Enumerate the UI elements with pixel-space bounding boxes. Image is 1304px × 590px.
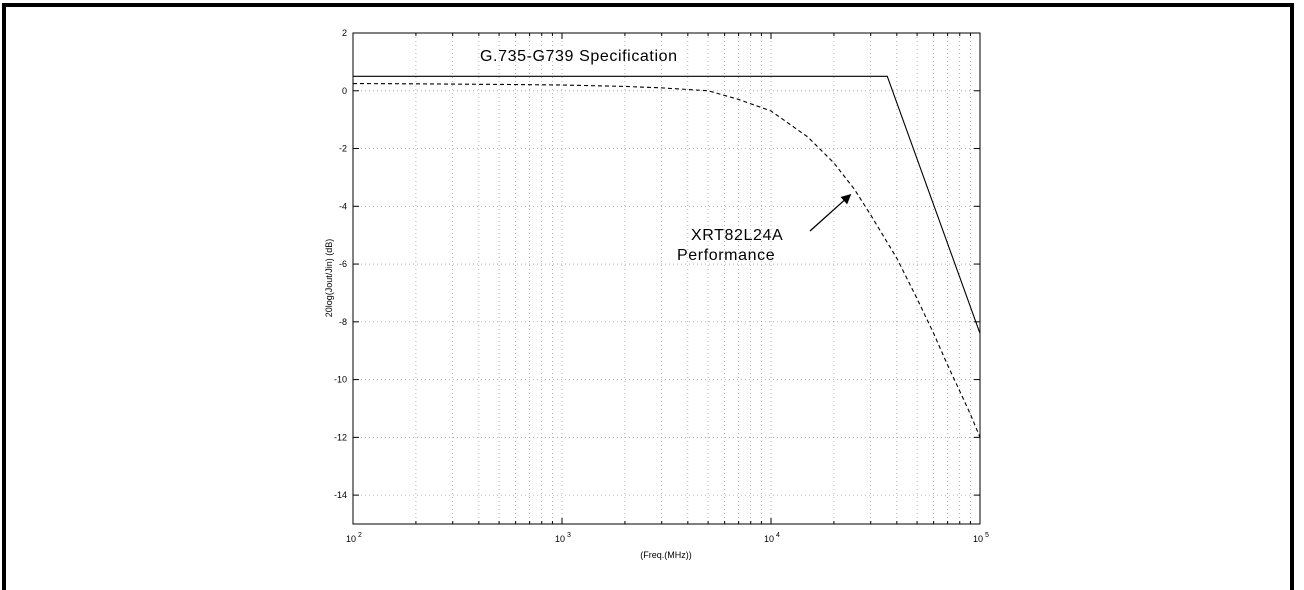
performance-annotation-line1: XRT82L24A <box>691 227 783 244</box>
figure-frame <box>2 3 1294 590</box>
specification-curve <box>353 75 981 334</box>
y-tick-label: -4 <box>339 201 347 211</box>
spec-annotation: G.735-G739 Specification <box>480 48 678 65</box>
plot-area-border <box>352 32 981 525</box>
x-axis-label: (Freq.(MHz)) <box>640 550 692 560</box>
x-tick-label: 10 3 <box>555 532 571 544</box>
y-tick-label: 0 <box>342 86 347 96</box>
svg-text:10: 10 <box>555 534 565 544</box>
svg-text:10: 10 <box>346 534 356 544</box>
y-tick-label: -10 <box>334 375 347 385</box>
y-tick-label: -12 <box>334 432 347 442</box>
x-tick-label: 10 5 <box>973 532 989 544</box>
y-tick-label: -2 <box>339 144 347 154</box>
svg-text:10: 10 <box>764 534 774 544</box>
svg-text:2: 2 <box>358 532 362 539</box>
y-axis-label: 20log(Jout/Jin) (dB) <box>324 239 334 318</box>
y-tick-label: 2 <box>342 28 347 38</box>
grid <box>353 33 980 524</box>
svg-text:3: 3 <box>567 532 571 539</box>
x-tick-label: 10 4 <box>764 532 780 544</box>
svg-text:10: 10 <box>973 534 983 544</box>
y-tick-label: -6 <box>339 259 347 269</box>
series <box>352 75 981 438</box>
performance-curve <box>352 82 981 438</box>
y-tick-label: -14 <box>334 490 347 500</box>
performance-annotation-line2: Performance <box>677 247 775 264</box>
svg-text:5: 5 <box>985 532 989 539</box>
annotation-arrow <box>809 194 852 232</box>
y-tick-label: -8 <box>339 317 347 327</box>
svg-text:4: 4 <box>776 532 780 539</box>
x-tick-label: 10 2 <box>346 532 362 544</box>
